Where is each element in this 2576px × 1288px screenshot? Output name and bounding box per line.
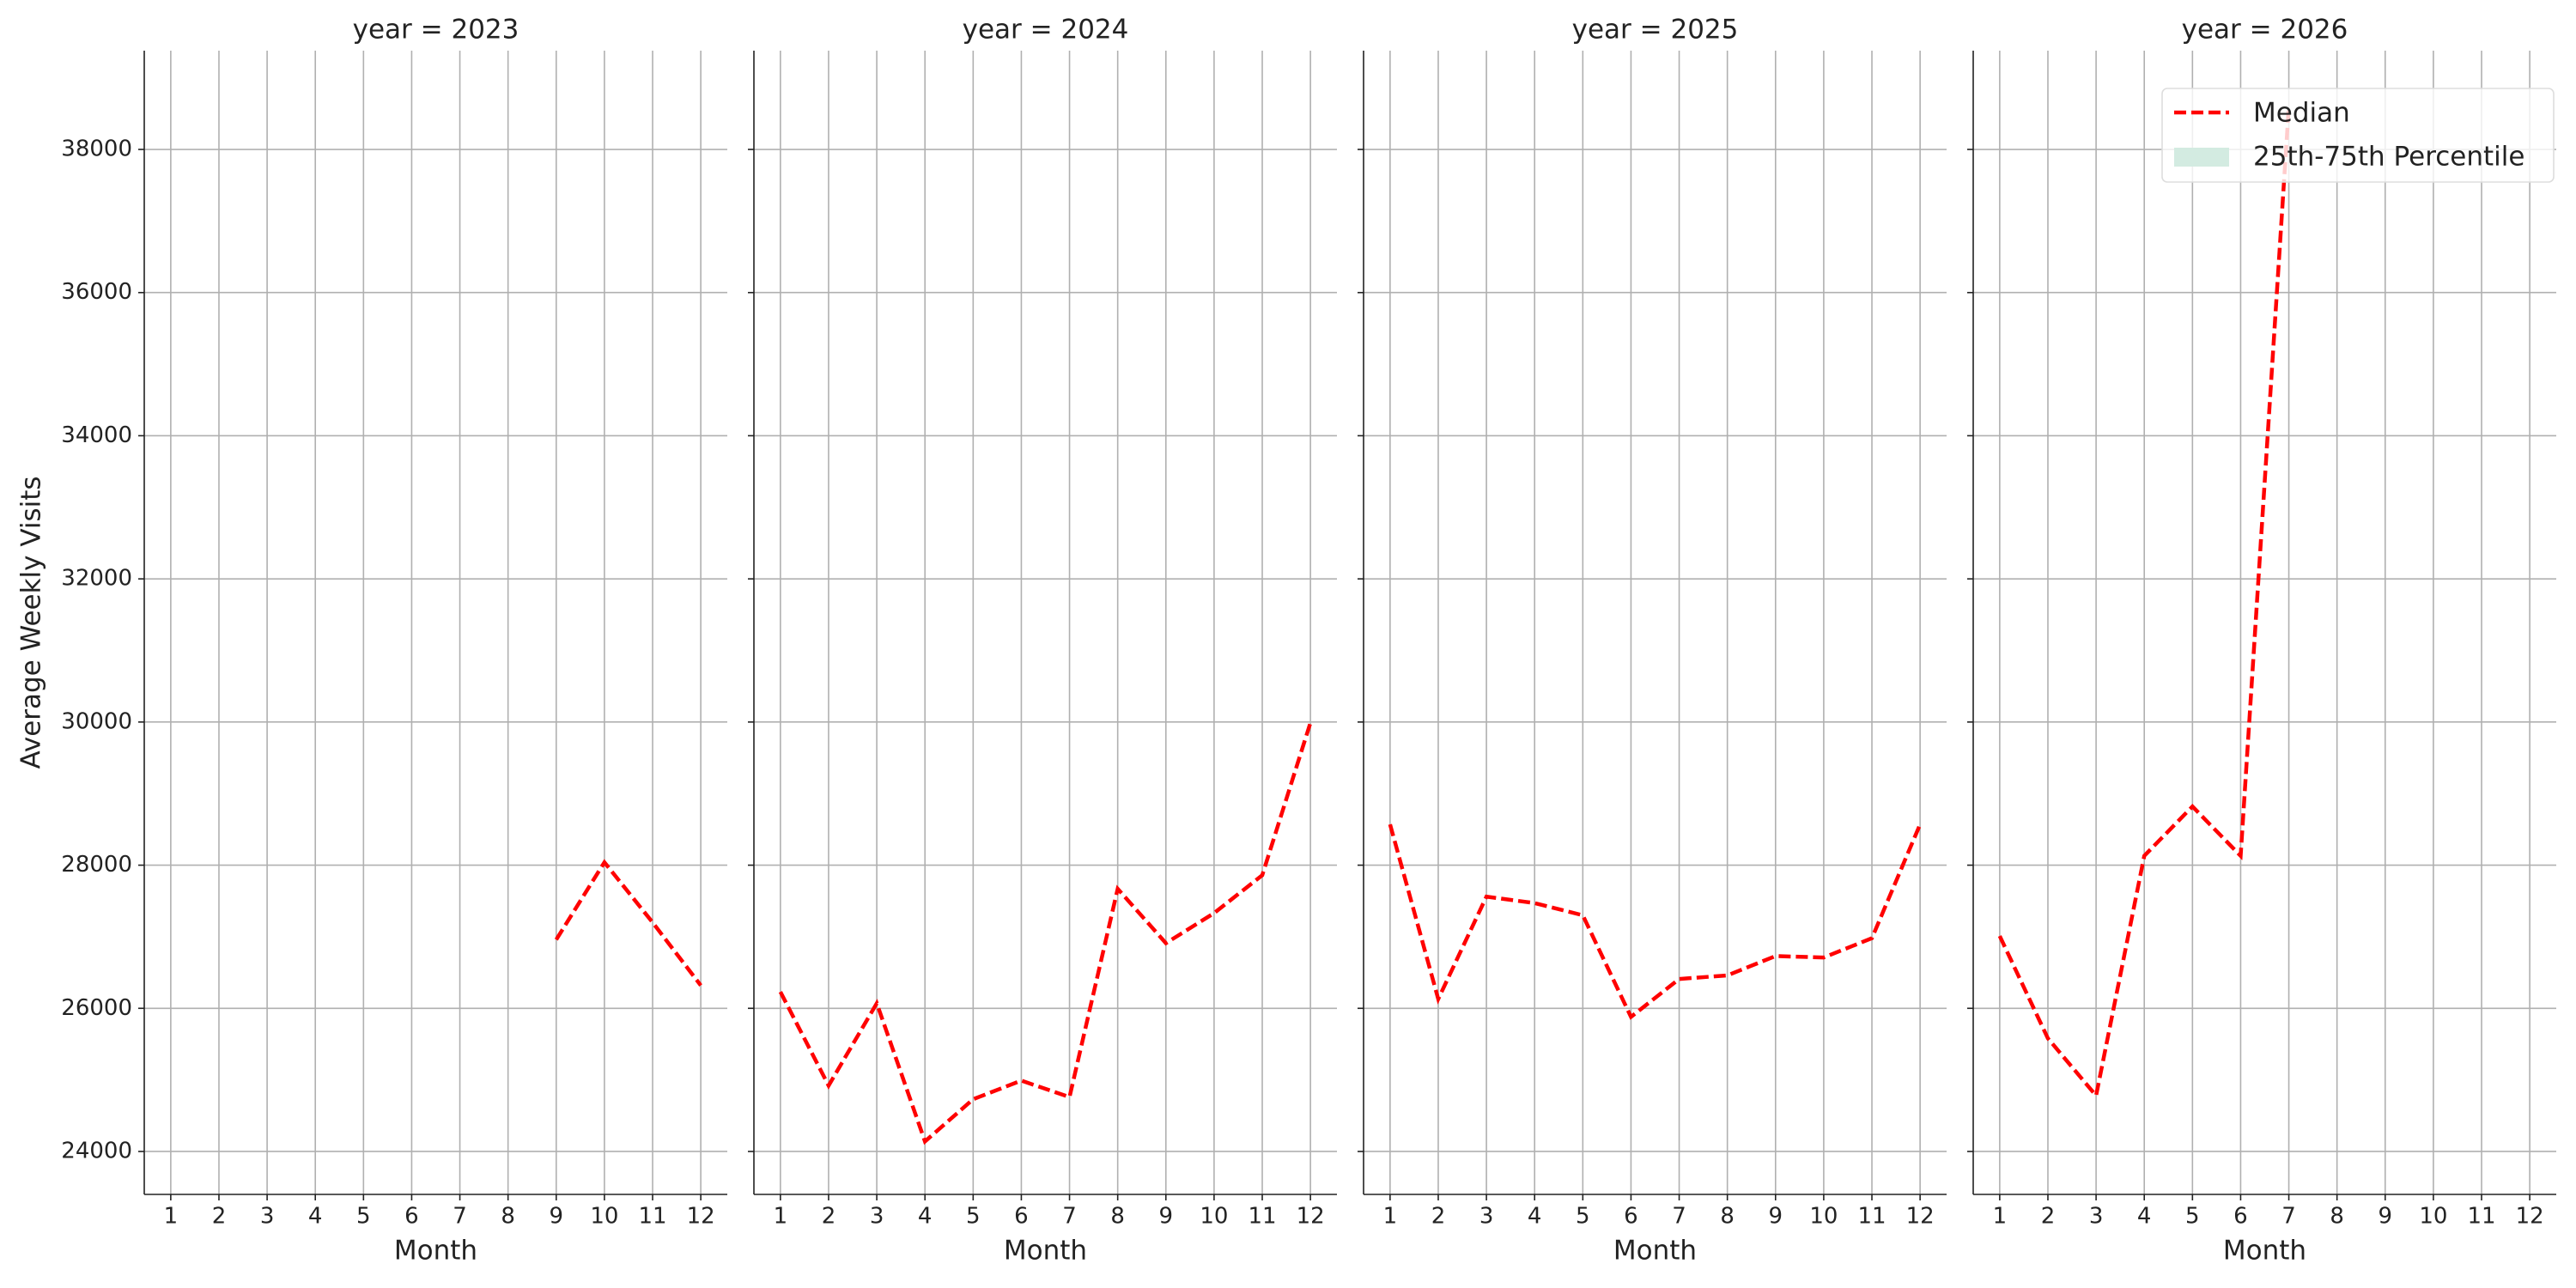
x-tick-label: 11 (2467, 1204, 2495, 1230)
x-tick-label: 8 (501, 1204, 515, 1230)
x-tick-label: 9 (1769, 1204, 1783, 1230)
facet-title: year = 2023 (353, 15, 519, 46)
x-tick-label: 6 (1014, 1204, 1029, 1230)
x-tick-label: 8 (2330, 1204, 2344, 1230)
median-line (1997, 106, 2291, 1100)
legend-label: Median (2253, 98, 2350, 129)
x-tick-label: 2 (822, 1204, 836, 1230)
legend-swatch (2174, 148, 2229, 167)
x-tick-label: 12 (1906, 1204, 1935, 1230)
x-tick-label: 1 (164, 1204, 179, 1230)
median-line (554, 859, 702, 987)
x-tick-label: 3 (1479, 1204, 1494, 1230)
x-tick-label: 12 (687, 1204, 715, 1230)
x-tick-label: 6 (2233, 1204, 2248, 1230)
x-tick-label: 10 (1200, 1204, 1228, 1230)
y-tick-label: 34000 (61, 422, 132, 448)
x-tick-label: 5 (356, 1204, 371, 1230)
x-tick-label: 7 (1062, 1204, 1077, 1230)
y-tick-label: 36000 (61, 279, 132, 305)
x-tick-label: 7 (453, 1204, 467, 1230)
x-tick-label: 7 (1672, 1204, 1686, 1230)
x-tick-label: 12 (2516, 1204, 2544, 1230)
x-axis-label: Month (1004, 1236, 1087, 1267)
x-tick-label: 9 (1159, 1204, 1174, 1230)
y-tick-label: 32000 (61, 566, 132, 592)
x-tick-label: 11 (1248, 1204, 1276, 1230)
x-axis-label: Month (1613, 1236, 1697, 1267)
x-tick-label: 8 (1720, 1204, 1735, 1230)
x-axis-label: Month (2223, 1236, 2306, 1267)
x-tick-label: 12 (1297, 1204, 1325, 1230)
x-tick-label: 4 (918, 1204, 933, 1230)
x-tick-label: 11 (638, 1204, 666, 1230)
x-tick-label: 10 (2419, 1204, 2447, 1230)
x-tick-label: 2 (1431, 1204, 1446, 1230)
median-line (1388, 823, 1923, 1020)
x-axis-label: Month (394, 1236, 477, 1267)
x-tick-label: 4 (308, 1204, 323, 1230)
x-tick-label: 3 (870, 1204, 884, 1230)
y-tick-label: 30000 (61, 708, 132, 734)
x-tick-label: 3 (2089, 1204, 2104, 1230)
legend: Median 25th-75th Percentile (2161, 88, 2555, 183)
y-tick-label: 26000 (61, 995, 132, 1021)
y-tick-label: 24000 (61, 1138, 132, 1163)
y-tick-label: 28000 (61, 852, 132, 878)
x-tick-label: 4 (2137, 1204, 2152, 1230)
facet-title: year = 2026 (2182, 15, 2348, 46)
x-tick-label: 5 (2185, 1204, 2200, 1230)
facet-title: year = 2024 (963, 15, 1129, 46)
x-tick-label: 11 (1857, 1204, 1886, 1230)
x-tick-label: 1 (774, 1204, 788, 1230)
legend-box (2161, 88, 2555, 183)
x-tick-label: 2 (212, 1204, 227, 1230)
x-tick-label: 10 (590, 1204, 618, 1230)
x-tick-label: 3 (260, 1204, 275, 1230)
x-tick-label: 9 (2379, 1204, 2393, 1230)
y-tick-label: 38000 (61, 137, 132, 162)
x-tick-label: 8 (1110, 1204, 1125, 1230)
x-tick-label: 1 (1383, 1204, 1398, 1230)
x-tick-label: 6 (404, 1204, 419, 1230)
x-tick-label: 7 (2281, 1204, 2296, 1230)
x-tick-label: 5 (1576, 1204, 1590, 1230)
legend-label: 25th-75th Percentile (2253, 142, 2524, 173)
x-tick-label: 6 (1624, 1204, 1638, 1230)
facet-title: year = 2025 (1572, 15, 1739, 46)
x-tick-label: 2 (2041, 1204, 2056, 1230)
x-tick-label: 4 (1528, 1204, 1542, 1230)
facet: 1 2 3 4 5 6 7 8 9 10 11 122400026000280003000032000… (16, 15, 727, 1267)
x-tick-label: 5 (966, 1204, 981, 1230)
y-axis-label: Average Weekly Visits (16, 476, 47, 769)
median-line (778, 722, 1313, 1145)
x-tick-label: 1 (1993, 1204, 2008, 1230)
x-tick-label: 10 (1809, 1204, 1838, 1230)
x-tick-label: 9 (550, 1204, 564, 1230)
